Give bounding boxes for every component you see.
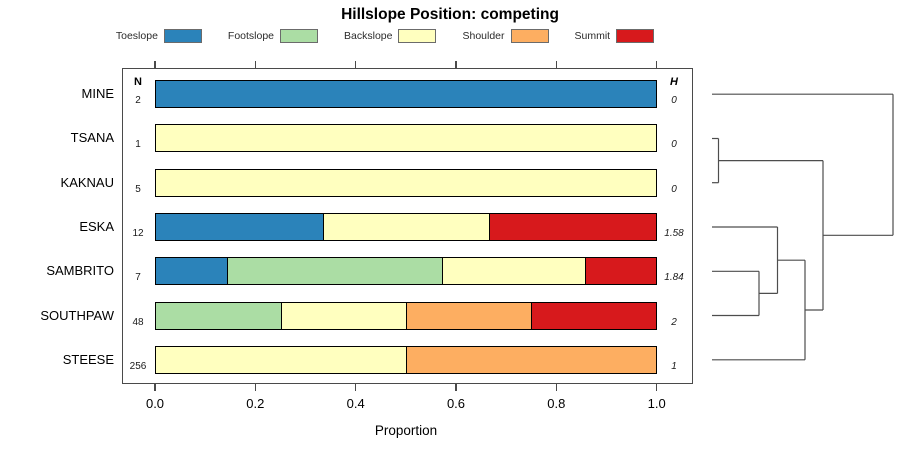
x-axis-tick-bottom — [555, 384, 557, 391]
x-axis-tick-top — [555, 61, 557, 68]
bar-segment-summit — [531, 302, 656, 329]
legend-swatch — [163, 29, 202, 43]
n-value: 48 — [132, 316, 144, 328]
h-value: 0 — [671, 183, 677, 195]
x-axis-tick-top — [455, 61, 457, 68]
legend-label: Backslope — [344, 30, 393, 42]
bar-segment-summit — [584, 258, 656, 285]
legend-item-footslope: Footslope — [227, 29, 319, 43]
bar-segment-shoulder — [406, 302, 531, 329]
bar-segment-backslope — [156, 125, 656, 152]
legend-label: Footslope — [227, 30, 275, 42]
bar-segment-footslope — [227, 258, 442, 285]
legend-swatch — [280, 29, 319, 43]
h-value: 0 — [671, 95, 677, 107]
row-label-sambrito: SAMBRITO — [46, 263, 114, 279]
bar-segment-backslope — [156, 169, 656, 196]
bar-segment-toeslope — [156, 214, 323, 240]
n-column-header: N — [134, 76, 142, 88]
row-label-kaknau: KAKNAU — [60, 174, 114, 190]
x-axis-title: Proportion — [374, 423, 438, 438]
h-value: 1 — [671, 360, 677, 372]
row-label-mine: MINE — [81, 86, 115, 102]
x-axis-tick-bottom — [656, 384, 658, 391]
n-value: 256 — [129, 360, 147, 372]
legend-label: Summit — [574, 30, 611, 42]
h-value: 1.58 — [664, 228, 684, 239]
n-value: 1 — [135, 139, 141, 151]
stacked-bar-tsana — [155, 124, 657, 153]
x-axis-tick-bottom — [254, 384, 256, 391]
bar-segment-footslope — [156, 302, 281, 329]
bar-segment-backslope — [156, 346, 406, 373]
legend-swatch — [398, 29, 437, 43]
plot-box — [122, 68, 693, 384]
n-value: 2 — [135, 95, 141, 107]
stacked-bar-kaknau — [155, 168, 657, 197]
n-value: 7 — [135, 272, 141, 284]
legend-item-shoulder: Shoulder — [462, 29, 549, 43]
legend-swatch — [616, 29, 655, 43]
row-label-steese: STEESE — [62, 351, 114, 367]
x-axis-tick-top — [656, 61, 658, 68]
legend-item-toeslope: Toeslope — [116, 29, 202, 43]
x-axis-tick-label: 0.0 — [145, 396, 165, 411]
x-axis-tick-bottom — [154, 384, 156, 391]
legend: Toeslope Footslope Backslope Shoulder Summit — [85, 27, 685, 45]
row-label-southpaw: SOUTHPAW — [40, 307, 114, 323]
bar-segment-toeslope — [156, 81, 656, 108]
bar-segment-backslope — [322, 214, 490, 240]
h-value: 0 — [671, 139, 677, 151]
legend-label: Toeslope — [115, 30, 158, 42]
x-axis-tick-bottom — [355, 384, 357, 391]
legend-item-backslope: Backslope — [344, 29, 437, 43]
stacked-bar-southpaw — [155, 301, 657, 330]
legend-item-summit: Summit — [575, 29, 655, 43]
chart-title: Hillslope Position: competing — [341, 6, 559, 23]
stacked-bar-mine — [155, 80, 657, 109]
bar-segment-shoulder — [406, 346, 656, 373]
n-value: 12 — [132, 228, 144, 239]
x-axis-tick-top — [355, 61, 357, 68]
h-value: 2 — [671, 316, 677, 328]
row-label-eska: ESKA — [79, 219, 114, 234]
stacked-bar-steese — [155, 345, 657, 374]
bar-segment-summit — [489, 214, 656, 240]
x-axis-tick-top — [154, 61, 156, 68]
stacked-bar-eska — [155, 213, 657, 241]
x-axis-tick-label: 0.2 — [246, 396, 265, 411]
x-axis-tick-bottom — [455, 384, 457, 391]
h-column-header: H — [670, 76, 678, 88]
row-label-tsana: TSANA — [70, 130, 114, 146]
h-value: 1.84 — [664, 272, 684, 284]
x-axis-tick-top — [254, 61, 256, 68]
stacked-bar-sambrito — [155, 257, 657, 286]
legend-swatch — [510, 29, 549, 43]
x-axis-tick-label: 0.4 — [346, 396, 365, 411]
bar-segment-backslope — [441, 258, 585, 285]
n-value: 5 — [135, 183, 141, 195]
x-axis-tick-label: 0.6 — [446, 396, 466, 411]
legend-label: Shoulder — [462, 30, 505, 42]
x-axis-tick-label: 1.0 — [647, 396, 666, 411]
x-axis-tick-label: 0.8 — [547, 396, 566, 411]
bar-segment-toeslope — [156, 258, 228, 285]
bar-segment-backslope — [281, 302, 406, 329]
